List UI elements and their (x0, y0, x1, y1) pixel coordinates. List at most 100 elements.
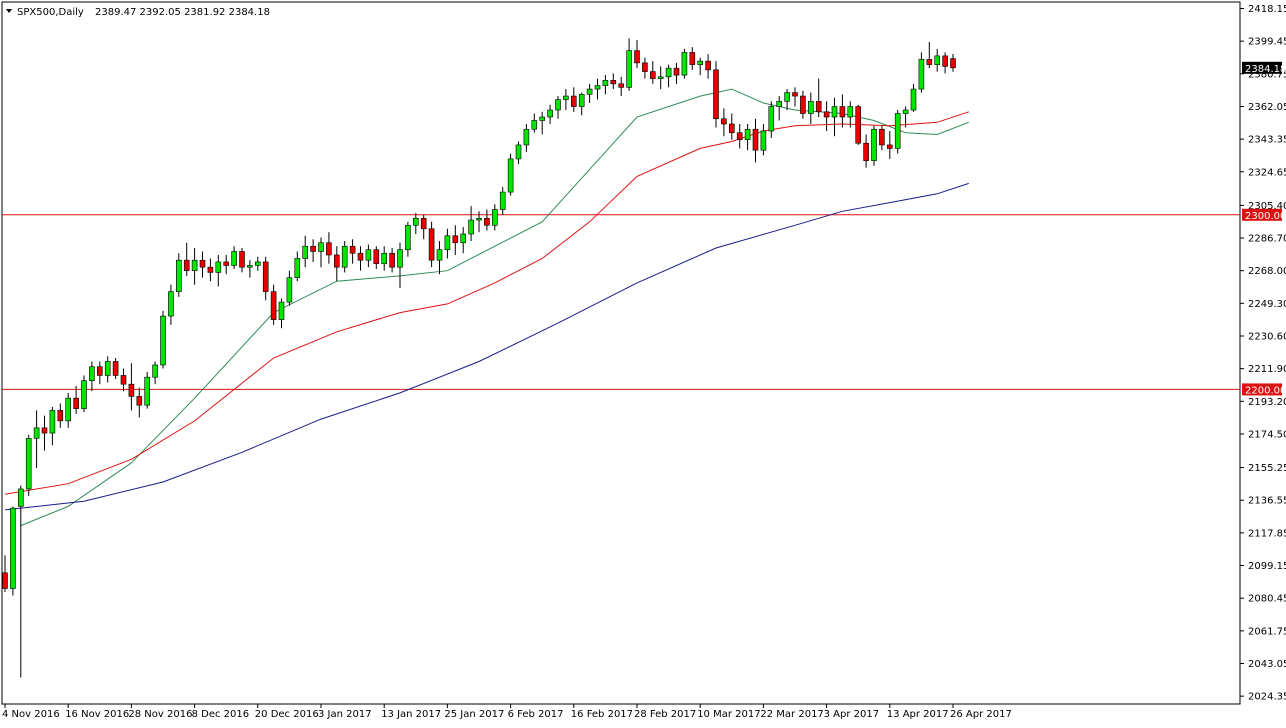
candle-body (523, 128, 530, 146)
candle-body (223, 261, 229, 266)
candle (341, 240, 348, 273)
candle-body (302, 245, 309, 259)
candle (744, 123, 751, 151)
plot-area[interactable] (1, 1, 1241, 705)
candle-body (357, 252, 364, 261)
candle-body (104, 361, 111, 376)
candle-body (278, 301, 285, 320)
candle (578, 92, 585, 116)
candle (689, 47, 696, 70)
x-axis: 4 Nov 2016 16 Nov 2016 28 Nov 2016 8 Dec 20… (2, 704, 1012, 720)
candle-body (310, 245, 316, 252)
x-tick-label: 26 Apr 2017 (950, 709, 1012, 720)
candle (515, 141, 522, 165)
y-tick-label: 2230.60 (1248, 331, 1286, 342)
candle (934, 48, 941, 72)
hline-price-tag-label: 2200.00 (1245, 385, 1286, 396)
candle-body (2, 572, 8, 589)
candle (152, 361, 158, 385)
candle (10, 506, 16, 596)
candle-body (531, 120, 538, 130)
candle (792, 87, 798, 107)
candle (365, 244, 372, 268)
y-tick-label: 2305.40 (1248, 201, 1286, 212)
x-tick-label: 8 Dec 2016 (192, 709, 250, 720)
candle (594, 78, 601, 100)
candle (823, 101, 830, 131)
candle-body (160, 315, 166, 366)
y-tick-label: 2024.35 (1248, 692, 1286, 703)
candle (926, 41, 933, 69)
candle-body (207, 266, 214, 273)
candle (318, 237, 324, 268)
candle-body (128, 383, 135, 397)
y-tick-label: 2136.55 (1248, 496, 1286, 507)
candle (721, 108, 727, 137)
y-tick-label: 2211.90 (1248, 364, 1286, 375)
candle-body (144, 376, 150, 406)
y-tick-label: 2399.45 (1248, 37, 1286, 48)
candle-body (886, 144, 893, 149)
candle (223, 254, 229, 275)
candle-body (744, 128, 751, 141)
candle (444, 228, 451, 259)
x-tick-label: 28 Feb 2017 (634, 709, 696, 720)
candle (333, 246, 340, 282)
candle-body (199, 259, 206, 268)
candle-body (25, 438, 32, 490)
candle (752, 118, 759, 163)
candle (389, 247, 395, 273)
candle (815, 78, 822, 118)
candle (397, 242, 403, 289)
y-tick-label: 2286.70 (1248, 234, 1286, 245)
y-tick-label: 2080.45 (1248, 594, 1286, 605)
candle (950, 54, 956, 72)
candle-body (665, 67, 672, 78)
candle-body (120, 375, 127, 385)
horizontal-lines (2, 214, 1240, 390)
candle (247, 260, 253, 278)
candle (863, 134, 869, 168)
candle-body (65, 397, 71, 422)
candle-body (405, 224, 411, 251)
candle (412, 213, 419, 235)
candle (491, 204, 498, 231)
dropdown-triangle-icon[interactable] (6, 9, 12, 13)
candle (610, 73, 617, 90)
candle (760, 123, 767, 156)
x-tick-label: 10 Mar 2017 (697, 709, 760, 720)
candle (310, 239, 316, 262)
candle (199, 251, 206, 278)
x-tick-label: 25 Jan 2017 (444, 709, 504, 720)
candle-body (721, 118, 727, 125)
candle-body (570, 95, 577, 107)
y-tick-label: 2155.25 (1248, 463, 1286, 474)
candle-body (247, 265, 253, 268)
x-tick-label: 6 Feb 2017 (508, 709, 564, 720)
x-tick-label: 4 Nov 2016 (2, 709, 60, 720)
candle (657, 66, 664, 90)
candle (484, 209, 490, 231)
candle (255, 256, 261, 271)
hline-price-tag (1242, 383, 1282, 396)
candle (278, 298, 285, 329)
candle (41, 415, 48, 451)
candle-body (539, 116, 546, 121)
y-tick-label: 2380.75 (1248, 69, 1286, 80)
candle-body (476, 217, 482, 221)
candle-body (73, 397, 79, 409)
candle-body (436, 249, 443, 261)
y-tick-label: 2061.75 (1248, 626, 1286, 637)
candle-body (910, 88, 917, 111)
candle (17, 485, 24, 678)
x-tick-label: 3 Jan 2017 (318, 709, 372, 720)
candle (547, 104, 553, 124)
candle-body (618, 83, 625, 88)
candle (665, 64, 672, 88)
moving-average-line-2 (4, 182, 969, 511)
candle (160, 310, 166, 369)
candle-body (294, 258, 301, 278)
candle-body (681, 52, 688, 76)
candle (563, 89, 569, 111)
